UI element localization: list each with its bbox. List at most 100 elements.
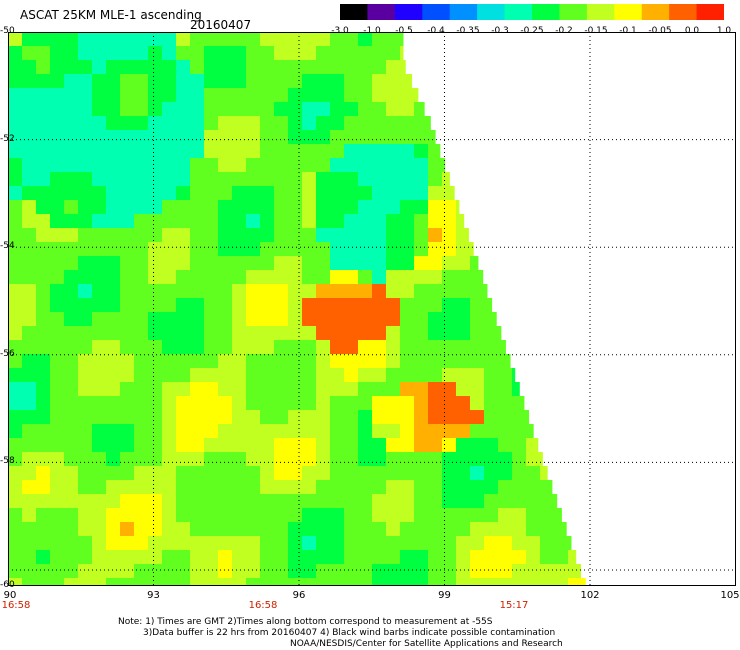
wind-cell bbox=[512, 368, 516, 383]
wind-cell bbox=[190, 256, 205, 271]
wind-cell bbox=[484, 550, 499, 565]
wind-cell bbox=[134, 228, 149, 243]
wind-cell bbox=[176, 256, 191, 271]
wind-cell bbox=[358, 438, 373, 453]
wind-cell bbox=[372, 214, 387, 229]
wind-cell bbox=[344, 578, 359, 586]
wind-cell bbox=[386, 564, 401, 579]
wind-cell bbox=[36, 214, 51, 229]
wind-cell bbox=[92, 508, 107, 523]
wind-cell bbox=[498, 536, 513, 551]
wind-cell bbox=[106, 144, 121, 159]
wind-cell bbox=[8, 130, 23, 145]
wind-cell bbox=[50, 424, 65, 439]
wind-cell bbox=[246, 74, 261, 89]
wind-cell bbox=[246, 578, 261, 586]
wind-cell bbox=[120, 382, 135, 397]
wind-cell bbox=[176, 46, 191, 61]
wind-cell bbox=[260, 410, 275, 425]
wind-cell bbox=[218, 88, 233, 103]
wind-cell bbox=[288, 438, 303, 453]
wind-cell bbox=[120, 578, 135, 586]
wind-cell bbox=[176, 228, 191, 243]
wind-cell bbox=[428, 172, 443, 187]
wind-cell bbox=[316, 116, 331, 131]
wind-cell bbox=[148, 494, 163, 509]
wind-cell bbox=[330, 368, 345, 383]
wind-cell bbox=[442, 340, 457, 355]
wind-cell bbox=[22, 298, 37, 313]
wind-cell bbox=[316, 410, 331, 425]
wind-cell bbox=[372, 46, 387, 61]
wind-cell bbox=[176, 438, 191, 453]
wind-cell bbox=[512, 452, 527, 467]
wind-cell bbox=[456, 452, 471, 467]
wind-cell bbox=[260, 508, 275, 523]
wind-cell bbox=[106, 354, 121, 369]
wind-cell bbox=[204, 88, 219, 103]
wind-cell bbox=[316, 270, 331, 285]
wind-cell bbox=[302, 60, 317, 75]
wind-cell bbox=[64, 228, 79, 243]
wind-cell bbox=[64, 466, 79, 481]
wind-cell bbox=[8, 144, 23, 159]
wind-cell bbox=[414, 564, 429, 579]
wind-cell bbox=[190, 270, 205, 285]
wind-cell bbox=[36, 410, 51, 425]
wind-cell bbox=[218, 326, 233, 341]
wind-cell bbox=[498, 564, 513, 579]
wind-cell bbox=[330, 578, 345, 586]
wind-cell bbox=[148, 172, 163, 187]
wind-cell bbox=[190, 88, 205, 103]
wind-cell bbox=[386, 312, 401, 327]
wind-cell bbox=[78, 522, 93, 537]
wind-cell bbox=[470, 550, 485, 565]
wind-cell bbox=[78, 144, 93, 159]
wind-cell bbox=[22, 242, 37, 257]
wind-cell bbox=[372, 564, 387, 579]
wind-cell bbox=[120, 186, 135, 201]
wind-cell bbox=[358, 214, 373, 229]
wind-cell bbox=[92, 550, 107, 565]
wind-cell bbox=[232, 88, 247, 103]
wind-cell bbox=[22, 326, 37, 341]
wind-cell bbox=[330, 382, 345, 397]
wind-cell bbox=[456, 340, 471, 355]
wind-cell bbox=[232, 172, 247, 187]
wind-cell bbox=[92, 522, 107, 537]
wind-cell bbox=[22, 438, 37, 453]
wind-cell bbox=[162, 88, 177, 103]
wind-cell bbox=[330, 270, 345, 285]
wind-cell bbox=[400, 214, 415, 229]
wind-cell bbox=[232, 494, 247, 509]
wind-cell bbox=[8, 284, 23, 299]
wind-cell bbox=[428, 130, 436, 145]
wind-cell bbox=[106, 312, 121, 327]
wind-cell bbox=[330, 88, 345, 103]
wind-cell bbox=[64, 340, 79, 355]
colorbar-label: -0.1 bbox=[619, 26, 637, 36]
map-date: 20160407 bbox=[190, 18, 252, 32]
wind-cell bbox=[92, 466, 107, 481]
wind-cell bbox=[386, 424, 401, 439]
wind-cell bbox=[64, 270, 79, 285]
wind-cell bbox=[274, 102, 289, 117]
wind-cell bbox=[400, 410, 415, 425]
wind-cell bbox=[540, 550, 555, 565]
wind-cell bbox=[8, 396, 23, 411]
wind-cell bbox=[302, 242, 317, 257]
wind-cell bbox=[64, 368, 79, 383]
wind-cell bbox=[260, 270, 275, 285]
wind-cell bbox=[330, 130, 345, 145]
wind-cell bbox=[372, 508, 387, 523]
colorbar-swatch bbox=[422, 4, 451, 20]
wind-cell bbox=[316, 214, 331, 229]
wind-cell bbox=[330, 74, 345, 89]
wind-cell bbox=[442, 200, 457, 215]
wind-cell bbox=[484, 480, 499, 495]
wind-cell bbox=[134, 298, 149, 313]
wind-cell bbox=[120, 354, 135, 369]
wind-cell bbox=[414, 578, 429, 586]
wind-cell bbox=[260, 396, 275, 411]
wind-cell bbox=[302, 396, 317, 411]
